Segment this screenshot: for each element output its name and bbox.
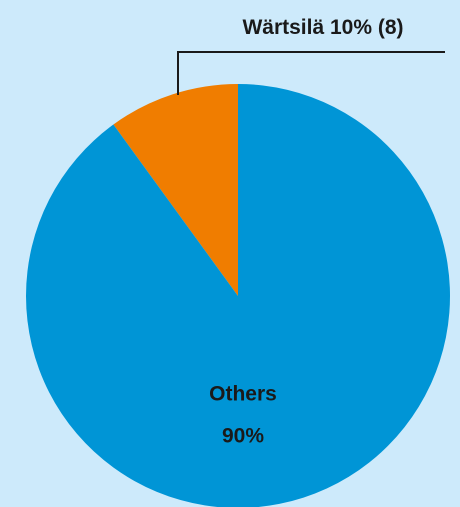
slice-label: Wärtsilä 10% (8): [242, 16, 403, 39]
pie-slice: [113, 84, 238, 296]
slice-value: 90%: [222, 425, 264, 448]
slice-value: 10% (8): [330, 16, 404, 39]
leader-line: [177, 51, 445, 95]
slices: [26, 84, 450, 507]
pie-slice: [26, 84, 450, 507]
slice-category: Others: [209, 383, 277, 406]
slice-category: Wärtsilä: [242, 16, 324, 39]
